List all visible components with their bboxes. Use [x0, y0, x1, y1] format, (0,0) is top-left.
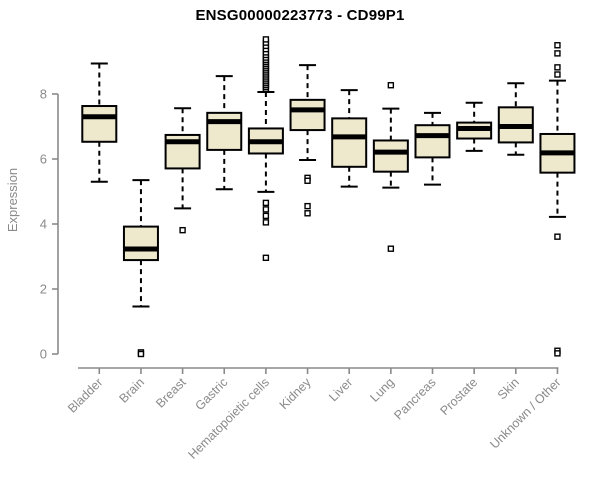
box-lung: [372, 82, 409, 252]
chart-title: ENSG00000223773 - CD99P1: [195, 7, 405, 24]
outlier-point: [554, 350, 561, 357]
y-tick-label: 6: [40, 152, 47, 167]
y-tick-label: 8: [40, 87, 47, 102]
outlier-point: [179, 226, 186, 234]
box-rect: [206, 111, 243, 151]
box-gastric: [206, 75, 243, 191]
box-breast: [164, 107, 201, 234]
outlier-point: [304, 177, 311, 184]
outlier-point: [387, 82, 395, 89]
y-axis: 0 2 4 6 8: [40, 87, 59, 362]
outlier-point: [554, 42, 561, 49]
x-tick-label-brain: Brain: [117, 375, 148, 406]
x-tick-label-bladder: Bladder: [65, 375, 105, 415]
x-tick-label-prostate: Prostate: [437, 375, 480, 418]
x-tick-label-hematopoietic-cells: Hematopoietic cells: [185, 375, 272, 462]
box-hematopoietic-cells: [247, 36, 284, 262]
outlier-point: [554, 233, 561, 240]
box-rect: [122, 225, 159, 262]
box-rect: [81, 105, 118, 143]
x-tick-label-liver: Liver: [326, 375, 355, 404]
y-tick-label: 4: [40, 217, 47, 232]
x-tick-label-lung: Lung: [367, 375, 397, 405]
outlier-point: [554, 50, 561, 57]
box-bladder: [81, 62, 118, 183]
y-tick-label: 2: [40, 282, 47, 297]
box-prostate: [456, 101, 493, 152]
outlier-point: [262, 206, 270, 213]
box-unknown-other: [539, 42, 576, 357]
x-tick-label-pancreas: Pancreas: [391, 375, 438, 422]
box-rect: [372, 139, 409, 173]
box-rect: [414, 124, 451, 159]
outlier-point: [554, 64, 561, 71]
y-tick-label: 0: [40, 347, 47, 362]
x-tick-label-kidney: Kidney: [277, 375, 314, 412]
outlier-point: [137, 350, 145, 358]
x-tick-label-skin: Skin: [495, 375, 522, 402]
x-tick-label-breast: Breast: [153, 375, 189, 411]
box-rect: [331, 117, 368, 168]
box-skin: [497, 82, 534, 156]
outlier-point: [554, 71, 561, 78]
box-rect: [289, 98, 326, 132]
outlier-point: [262, 212, 270, 220]
outlier-point: [262, 199, 270, 207]
box-kidney: [289, 64, 326, 217]
x-tick-label-unknown-other: Unknown / Other: [487, 375, 563, 451]
outlier-point: [304, 202, 311, 210]
outlier-point: [262, 254, 270, 262]
outlier-point: [304, 210, 311, 217]
outlier-point: [262, 36, 270, 43]
x-tick-label-gastric: Gastric: [192, 375, 230, 413]
box-brain: [122, 179, 159, 358]
box-pancreas: [414, 111, 451, 186]
outlier-point: [262, 219, 270, 226]
box-liver: [331, 89, 368, 188]
outlier-point: [387, 245, 395, 252]
